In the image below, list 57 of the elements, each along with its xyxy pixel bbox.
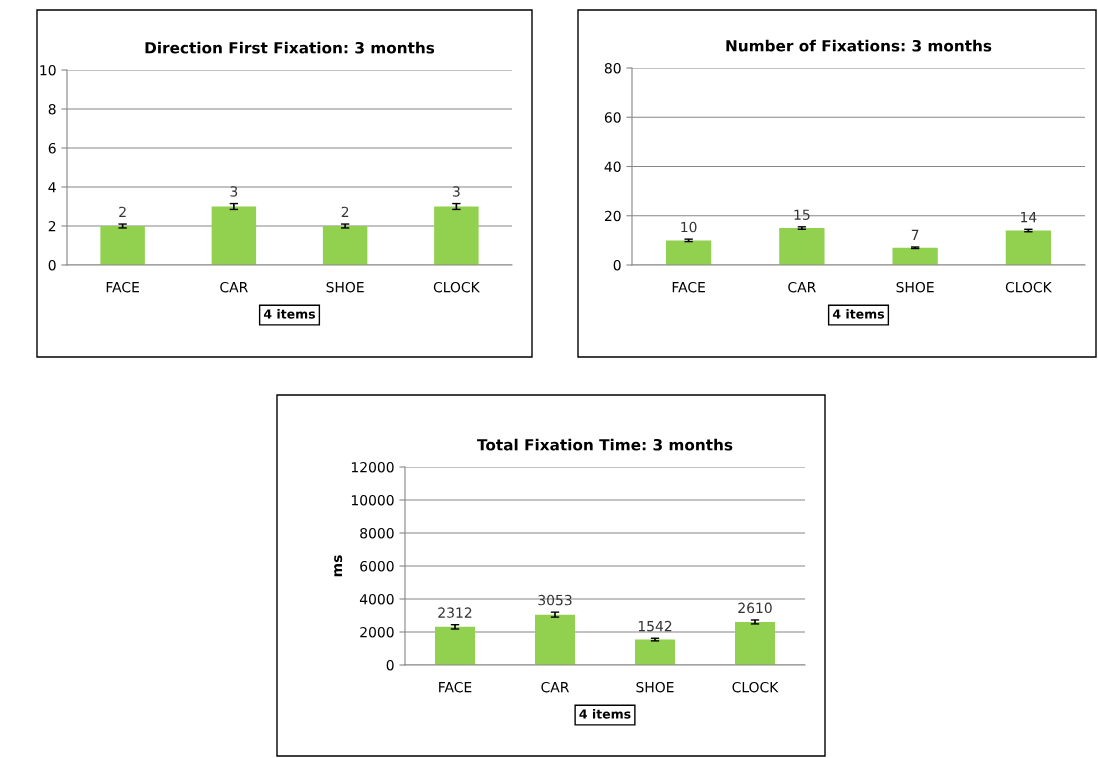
y-axis-title: ms bbox=[334, 555, 343, 577]
y-tick-label: 12000 bbox=[351, 461, 394, 473]
data-label: 3053 bbox=[538, 594, 572, 606]
data-label: 2312 bbox=[438, 607, 472, 618]
x-tick-label: FACE bbox=[672, 281, 705, 293]
data-label: 1542 bbox=[638, 620, 672, 632]
y-tick-label: 10 bbox=[40, 64, 56, 76]
y-tick-label: 4 bbox=[48, 182, 56, 193]
bar bbox=[435, 626, 475, 665]
x-tick-label: CLOCK bbox=[433, 281, 480, 293]
data-label: 2 bbox=[119, 206, 126, 217]
data-label: 2 bbox=[341, 206, 349, 217]
y-tick-label: 80 bbox=[604, 62, 621, 74]
chart-title: Number of Fixations: 3 months bbox=[726, 39, 992, 52]
y-tick-label: 40 bbox=[604, 161, 621, 172]
y-tick-label: 60 bbox=[604, 112, 621, 123]
data-label: 7 bbox=[911, 229, 919, 240]
bar bbox=[635, 639, 675, 665]
y-tick-label: 2000 bbox=[360, 626, 394, 638]
bar bbox=[665, 240, 712, 265]
x-tick-label: FACE bbox=[439, 681, 472, 693]
y-tick-label: 20 bbox=[604, 210, 621, 222]
chart-title: Direction First Fixation: 3 months bbox=[145, 41, 435, 54]
x-tick-label: CAR bbox=[788, 281, 816, 293]
bar bbox=[735, 621, 775, 665]
y-tick-label: 2 bbox=[48, 220, 56, 232]
bar bbox=[1005, 230, 1052, 265]
bar bbox=[535, 614, 575, 665]
bar bbox=[892, 247, 938, 265]
x-tick-label: FACE bbox=[106, 281, 139, 293]
y-tick-label: 0 bbox=[48, 259, 56, 271]
data-label: 14 bbox=[1021, 212, 1037, 223]
y-tick-label: 10000 bbox=[351, 494, 394, 506]
data-label: 2610 bbox=[738, 602, 772, 614]
y-tick-label: 0 bbox=[386, 659, 394, 671]
y-tick-label: 6 bbox=[48, 142, 56, 154]
y-tick-label: 8000 bbox=[360, 527, 394, 539]
x-tick-label: CLOCK bbox=[1005, 281, 1052, 293]
data-label: 3 bbox=[230, 186, 238, 197]
x-tick-label: CAR bbox=[220, 281, 248, 293]
y-tick-label: 4000 bbox=[359, 593, 394, 605]
data-label: 3 bbox=[453, 186, 460, 197]
chart-title: Total Fixation Time: 3 months bbox=[477, 438, 733, 451]
y-tick-label: 6000 bbox=[360, 560, 394, 572]
data-label: 15 bbox=[794, 209, 810, 220]
y-tick-label: 0 bbox=[613, 259, 621, 271]
x-axis-title: 4 items bbox=[832, 309, 885, 319]
y-tick-label: 8 bbox=[48, 103, 56, 115]
x-tick-label: CLOCK bbox=[732, 681, 779, 693]
x-tick-label: CAR bbox=[541, 681, 570, 693]
x-tick-label: SHOE bbox=[326, 281, 364, 293]
x-axis-title: 4 items bbox=[263, 309, 316, 319]
data-label: 10 bbox=[681, 221, 697, 233]
bar bbox=[779, 228, 825, 265]
x-axis-title: 4 items bbox=[579, 709, 631, 719]
x-tick-label: SHOE bbox=[636, 681, 674, 693]
x-tick-label: SHOE bbox=[896, 281, 934, 293]
